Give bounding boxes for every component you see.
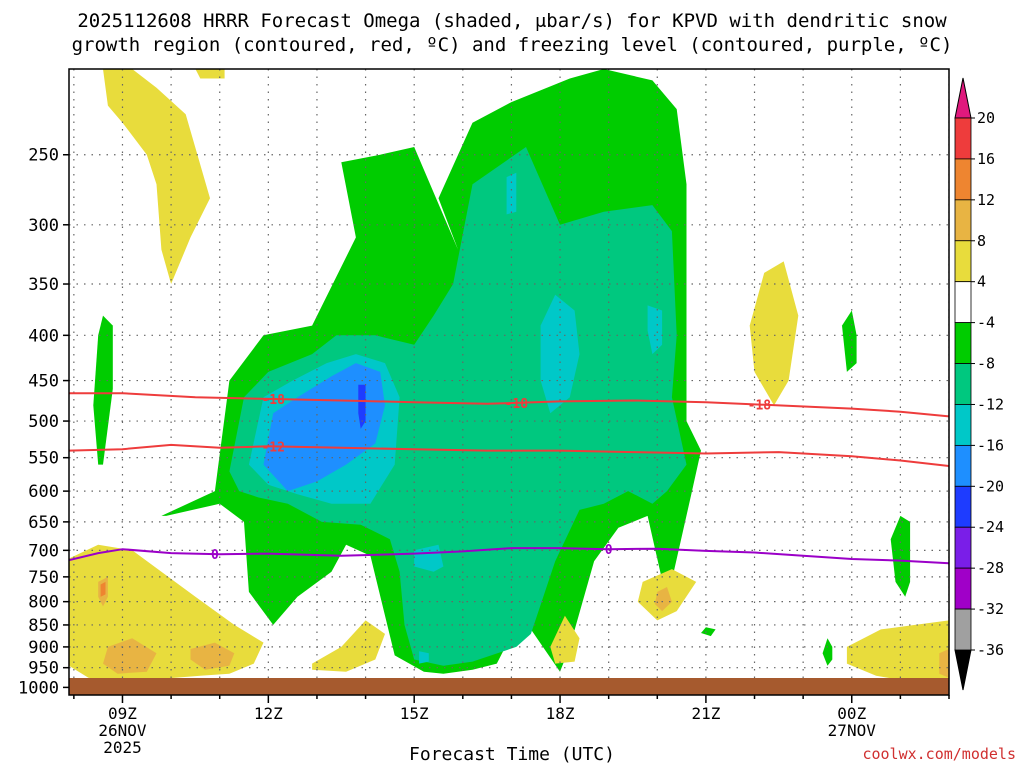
colorbar-swatch — [954, 158, 972, 201]
y-tick-label: 750 — [28, 568, 59, 588]
omega-region-4-0 — [103, 69, 210, 284]
x-tick-label: 15Z — [400, 704, 429, 723]
y-tick-label: 800 — [28, 593, 59, 613]
colorbar-swatch — [954, 608, 972, 651]
omega-shading — [69, 69, 949, 682]
contour-label-dgz-18: -18 — [748, 399, 772, 414]
contour-dgz-18 — [69, 392, 949, 418]
omega-region-4-6 — [749, 261, 799, 406]
y-tick-label: 450 — [28, 372, 59, 392]
omega-region-4-3 — [312, 620, 385, 672]
omega-region--20-0 — [358, 384, 366, 429]
omega-region--16-0 — [263, 363, 385, 492]
colorbar-label: 16 — [977, 150, 995, 168]
plot-area: -18 -18 -18 -12 0 0 — [69, 69, 949, 695]
y-tick-label: 250 — [28, 146, 59, 166]
x-tick-date-label: 26NOV — [98, 721, 147, 740]
plot-frame — [68, 68, 950, 696]
contour-dgz-12 — [69, 443, 949, 467]
colorbar-label: -24 — [977, 518, 1004, 536]
contour-label-dgz-18: -18 — [261, 393, 285, 408]
colorbar-label: -28 — [977, 559, 1004, 577]
x-tick-label: 00Z — [837, 704, 866, 723]
chart-title-line-2: growth region (contoured, red, ºC) and f… — [71, 34, 953, 56]
omega-region-4-7 — [846, 620, 949, 682]
colorbar-label: -36 — [977, 641, 1004, 659]
colorbar-swatch — [954, 117, 972, 160]
y-tick-label: 1000 — [18, 678, 59, 698]
omega-region-12-0 — [100, 581, 106, 597]
colorbar-swatch — [954, 240, 972, 283]
x-tick-label: 09Z — [108, 704, 137, 723]
colorbar-swatch — [954, 404, 972, 446]
contour-label-freezing-level: 0 — [605, 543, 613, 558]
y-tick-label: 600 — [28, 482, 59, 502]
x-axis-title: Forecast Time (UTC) — [409, 744, 615, 765]
colorbar-label: -20 — [977, 477, 1004, 495]
colorbar-label: -12 — [977, 395, 1004, 413]
omega-region-8-3 — [654, 587, 672, 612]
omega-region--12-3 — [414, 544, 444, 572]
contour-lines: -18 -18 -18 -12 0 0 — [69, 392, 949, 565]
colorbar-label: 8 — [977, 232, 986, 250]
y-tick-label: 400 — [28, 326, 59, 346]
y-tick-label: 550 — [28, 449, 59, 469]
y-tick-label: 500 — [28, 412, 59, 432]
y-axis: 2503003504004505005506006507007508008509… — [18, 146, 69, 698]
credit-link[interactable]: coolwx.com/models — [862, 745, 1016, 763]
omega-region--12-2 — [647, 305, 663, 355]
omega-region--12-5 — [506, 172, 517, 215]
colorbar-top-arrow — [954, 77, 972, 119]
y-tick-label: 900 — [28, 638, 59, 658]
colorbar-swatch — [954, 322, 972, 364]
omega-region--4-1 — [93, 315, 113, 465]
colorbar-label: -4 — [977, 314, 995, 332]
omega-region-8-1 — [103, 638, 157, 674]
colorbar-swatch — [954, 485, 972, 528]
x-tick-date-label: 2025 — [103, 738, 142, 757]
colorbar-swatch — [954, 281, 972, 324]
contour-freezing-level — [69, 547, 949, 565]
colorbar-bottom-arrow — [954, 649, 972, 691]
omega-region-8-2 — [190, 642, 235, 670]
colorbar-swatch — [954, 363, 972, 405]
omega-region--4-2 — [842, 310, 857, 372]
x-tick-label: 12Z — [254, 704, 283, 723]
contour-label-dgz-18: -18 — [505, 397, 529, 412]
colorbar-swatch — [954, 526, 972, 569]
colorbar-label: 4 — [977, 273, 986, 291]
y-tick-label: 300 — [28, 216, 59, 236]
contour-label-freezing-level: 0 — [211, 548, 219, 563]
x-tick-date-label: 27NOV — [828, 721, 877, 740]
omega-region-8-4 — [939, 649, 949, 678]
omega-region--4-4 — [701, 627, 716, 637]
colorbar-label: -16 — [977, 436, 1004, 454]
colorbar-label: -8 — [977, 355, 995, 373]
y-tick-label: 650 — [28, 513, 59, 533]
y-tick-label: 950 — [28, 659, 59, 679]
ground-surface — [69, 678, 949, 695]
colorbar-swatch — [954, 567, 972, 610]
colorbar-label: 12 — [977, 191, 995, 209]
chart-title-line-1: 2025112608 HRRR Forecast Omega (shaded, … — [77, 10, 947, 32]
colorbar: 20 16 12 8 4 -4 -8 -12 -16 -20 -24 -28 -32 -36 — [954, 77, 1004, 691]
omega-region--12-4 — [419, 651, 429, 664]
colorbar-label: 20 — [977, 109, 995, 127]
contour-label-dgz-12: -12 — [261, 440, 284, 455]
omega-region-4-4 — [550, 615, 580, 664]
colorbar-swatch — [954, 199, 972, 242]
x-tick-label: 21Z — [691, 704, 720, 723]
colorbar-label: -32 — [977, 600, 1004, 618]
colorbar-swatch — [954, 444, 972, 487]
y-tick-label: 350 — [28, 275, 59, 295]
omega-region--4-3 — [890, 515, 911, 597]
omega-region--8-0 — [229, 147, 687, 666]
x-tick-label: 18Z — [546, 704, 575, 723]
omega-region-4-1 — [195, 69, 225, 79]
omega-region--4-5 — [822, 638, 833, 666]
y-tick-label: 850 — [28, 616, 59, 636]
y-tick-label: 700 — [28, 541, 59, 561]
